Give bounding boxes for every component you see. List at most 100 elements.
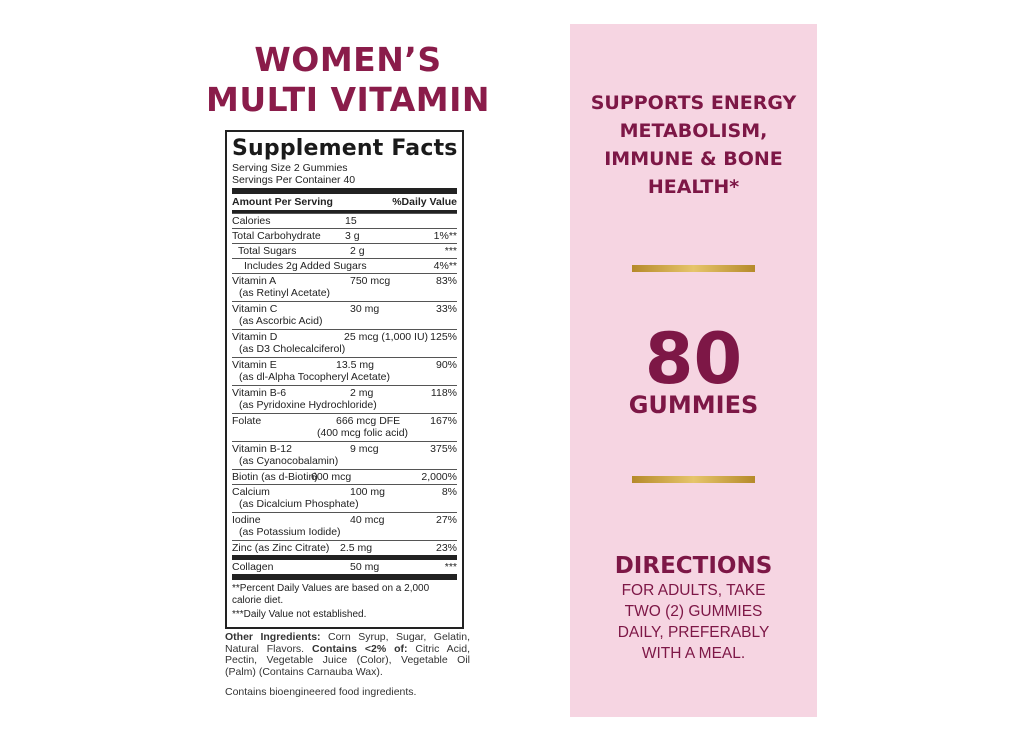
directions-text: FOR ADULTS, TAKE TWO (2) GUMMIES DAILY, … bbox=[570, 580, 817, 664]
nutrient-name: Vitamin C bbox=[232, 303, 278, 315]
nutrient-name: Folate bbox=[232, 415, 262, 427]
facts-row: 50 mg Collagen *** bbox=[232, 555, 457, 574]
nutrient-daily-value: 8% bbox=[441, 486, 457, 498]
benefits-panel: SUPPORTS ENERGY METABOLISM, IMMUNE & BON… bbox=[570, 24, 817, 717]
facts-row: 15 Calories bbox=[232, 213, 457, 228]
nutrient-daily-value: 167% bbox=[430, 415, 457, 427]
directions-line: WITH A MEAL. bbox=[641, 645, 746, 662]
other-ingredients-label: Other Ingredients: bbox=[225, 631, 321, 643]
facts-row: 2 mg Vitamin B-6 118% (as Pyridoxine Hydroc… bbox=[232, 385, 457, 413]
product-title-line1: WOMEN’S bbox=[254, 40, 442, 79]
facts-row: 100 mg Calcium 8% (as Dicalcium Phosphate) bbox=[232, 484, 457, 512]
supplement-facts-panel: Supplement Facts Serving Size 2 Gummies … bbox=[225, 130, 464, 629]
gold-divider-bottom bbox=[632, 476, 755, 483]
nutrient-amount: 50 mg bbox=[350, 561, 380, 573]
nutrient-daily-value: *** bbox=[444, 561, 457, 573]
nutrient-daily-value: 375% bbox=[430, 443, 457, 455]
product-title: WOMEN’S MULTI VITAMIN bbox=[198, 40, 498, 120]
facts-row: 600 mcg Biotin (as d-Biotin) 2,000% bbox=[232, 469, 457, 484]
nutrient-name: Vitamin A bbox=[232, 275, 277, 287]
footnote-not-established: ***Daily Value not established. bbox=[232, 609, 367, 620]
nutrient-daily-value: 1%** bbox=[433, 230, 457, 242]
nutrient-source: (as Dicalcium Phosphate) bbox=[239, 498, 359, 510]
nutrient-name: Iodine bbox=[232, 514, 261, 526]
nutrient-amount: 2.5 mg bbox=[340, 542, 373, 554]
claim-line: METABOLISM, bbox=[619, 120, 768, 142]
facts-header-row: Amount Per Serving %Daily Value bbox=[232, 194, 457, 210]
facts-row: Includes 2g Added Sugars 4%** bbox=[232, 258, 457, 273]
facts-row: 3 g Total Carbohydrate 1%** bbox=[232, 228, 457, 243]
bioengineered-note: Contains bioengineered food ingredients. bbox=[225, 686, 417, 698]
footnote-percent-dv: **Percent Daily Values are based on a 2,… bbox=[232, 583, 430, 606]
nutrient-name: Total Carbohydrate bbox=[232, 230, 321, 242]
claim-line: IMMUNE & BONE bbox=[604, 148, 783, 170]
nutrient-amount: 9 mcg bbox=[350, 443, 379, 455]
amount-per-serving-header: Amount Per Serving bbox=[232, 196, 333, 208]
claim-line: HEALTH* bbox=[647, 176, 740, 198]
other-ingredients-text: Corn Syrup, Sugar, Gelatin, Natural Flav… bbox=[225, 631, 470, 655]
directions-title: DIRECTIONS bbox=[614, 553, 773, 579]
facts-row: 25 mcg (1,000 IU) Vitamin D 125% (as D3 Cho… bbox=[232, 329, 457, 357]
gummy-count: 80 bbox=[644, 318, 743, 400]
nutrient-source: (as Cyanocobalamin) bbox=[239, 455, 339, 467]
nutrient-name: Collagen bbox=[232, 561, 274, 573]
benefit-claim: SUPPORTS ENERGY METABOLISM, IMMUNE & BON… bbox=[570, 89, 817, 201]
nutrient-daily-value: 2,000% bbox=[421, 471, 457, 483]
nutrient-amount: 3 g bbox=[345, 230, 360, 242]
contains-text: Citric Acid, Pectin, Vegetable Juice (Co… bbox=[225, 642, 471, 678]
supplement-facts-title: Supplement Facts bbox=[232, 136, 458, 161]
nutrient-source: (as Ascorbic Acid) bbox=[239, 315, 323, 327]
serving-size: Serving Size 2 Gummies bbox=[232, 162, 348, 174]
nutrient-daily-value: 23% bbox=[435, 542, 457, 554]
nutrient-source: (as dl-Alpha Tocopheryl Acetate) bbox=[239, 371, 390, 383]
nutrient-name: Vitamin E bbox=[232, 359, 277, 371]
nutrient-amount: 2 mg bbox=[350, 387, 374, 399]
facts-row: 30 mg Vitamin C 33% (as Ascorbic Acid) bbox=[232, 301, 457, 329]
facts-row: 2.5 mg Zinc (as Zinc Citrate) 23% bbox=[232, 540, 457, 555]
gold-divider-top bbox=[632, 265, 755, 272]
daily-value-header: %Daily Value bbox=[392, 196, 457, 208]
other-ingredients: Other Ingredients: Corn Syrup, Sugar, Ge… bbox=[225, 631, 471, 678]
nutrient-name: Calcium bbox=[232, 486, 270, 498]
claim-line: SUPPORTS ENERGY bbox=[590, 92, 797, 114]
nutrient-daily-value: 27% bbox=[435, 514, 457, 526]
nutrient-daily-value: 33% bbox=[435, 303, 457, 315]
nutrient-source: (as Pyridoxine Hydrochloride) bbox=[239, 399, 377, 411]
facts-row: 666 mcg DFE Folate 167% (400 mcg folic acid… bbox=[232, 413, 457, 441]
nutrient-name: Includes 2g Added Sugars bbox=[244, 260, 367, 272]
nutrient-amount: 666 mcg DFE bbox=[336, 415, 401, 427]
nutrient-name: Zinc (as Zinc Citrate) bbox=[232, 542, 330, 554]
nutrient-name: Vitamin B-6 bbox=[232, 387, 287, 399]
nutrient-name: Calories bbox=[232, 215, 271, 227]
nutrient-amount: 15 bbox=[345, 215, 357, 227]
facts-row: 13.5 mg Vitamin E 90% (as dl-Alpha Tocopher… bbox=[232, 357, 457, 385]
facts-rows: 15 Calories 3 g Total Carbohydrate 1%** 2 g To… bbox=[232, 213, 457, 574]
directions-line: DAILY, PREFERABLY bbox=[617, 624, 770, 641]
nutrient-amount: 750 mcg bbox=[350, 275, 391, 287]
nutrient-daily-value: 83% bbox=[435, 275, 457, 287]
nutrient-name: Biotin (as d-Biotin) bbox=[232, 471, 318, 483]
nutrient-amount: 100 mg bbox=[350, 486, 386, 498]
nutrient-source: (400 mcg folic acid) bbox=[317, 427, 409, 439]
nutrient-amount: 2 g bbox=[350, 245, 365, 257]
nutrient-amount: 25 mcg (1,000 IU) bbox=[344, 331, 429, 343]
nutrient-daily-value: *** bbox=[444, 245, 457, 257]
facts-row: 2 g Total Sugars *** bbox=[232, 243, 457, 258]
nutrient-amount: 30 mg bbox=[350, 303, 380, 315]
nutrient-amount: 600 mcg bbox=[311, 471, 352, 483]
facts-row: 9 mcg Vitamin B-12 375% (as Cyanocobalamin) bbox=[232, 441, 457, 469]
directions-line: TWO (2) GUMMIES bbox=[624, 603, 763, 620]
nutrient-source: (as Potassium Iodide) bbox=[239, 526, 341, 538]
nutrient-source: (as Retinyl Acetate) bbox=[239, 287, 331, 299]
product-title-line2: MULTI VITAMIN bbox=[205, 80, 491, 119]
nutrient-daily-value: 125% bbox=[430, 331, 457, 343]
servings-per-container: Servings Per Container 40 bbox=[232, 174, 356, 186]
directions-line: FOR ADULTS, TAKE bbox=[621, 582, 766, 599]
nutrient-daily-value: 90% bbox=[435, 359, 457, 371]
nutrient-amount: 40 mcg bbox=[350, 514, 385, 526]
facts-row: 40 mcg Iodine 27% (as Potassium Iodide) bbox=[232, 512, 457, 540]
nutrient-source: (as D3 Cholecalciferol) bbox=[239, 343, 346, 355]
nutrient-amount: 13.5 mg bbox=[336, 359, 374, 371]
nutrient-name: Vitamin B-12 bbox=[232, 443, 292, 455]
contains-label: Contains <2% of: bbox=[312, 642, 408, 655]
